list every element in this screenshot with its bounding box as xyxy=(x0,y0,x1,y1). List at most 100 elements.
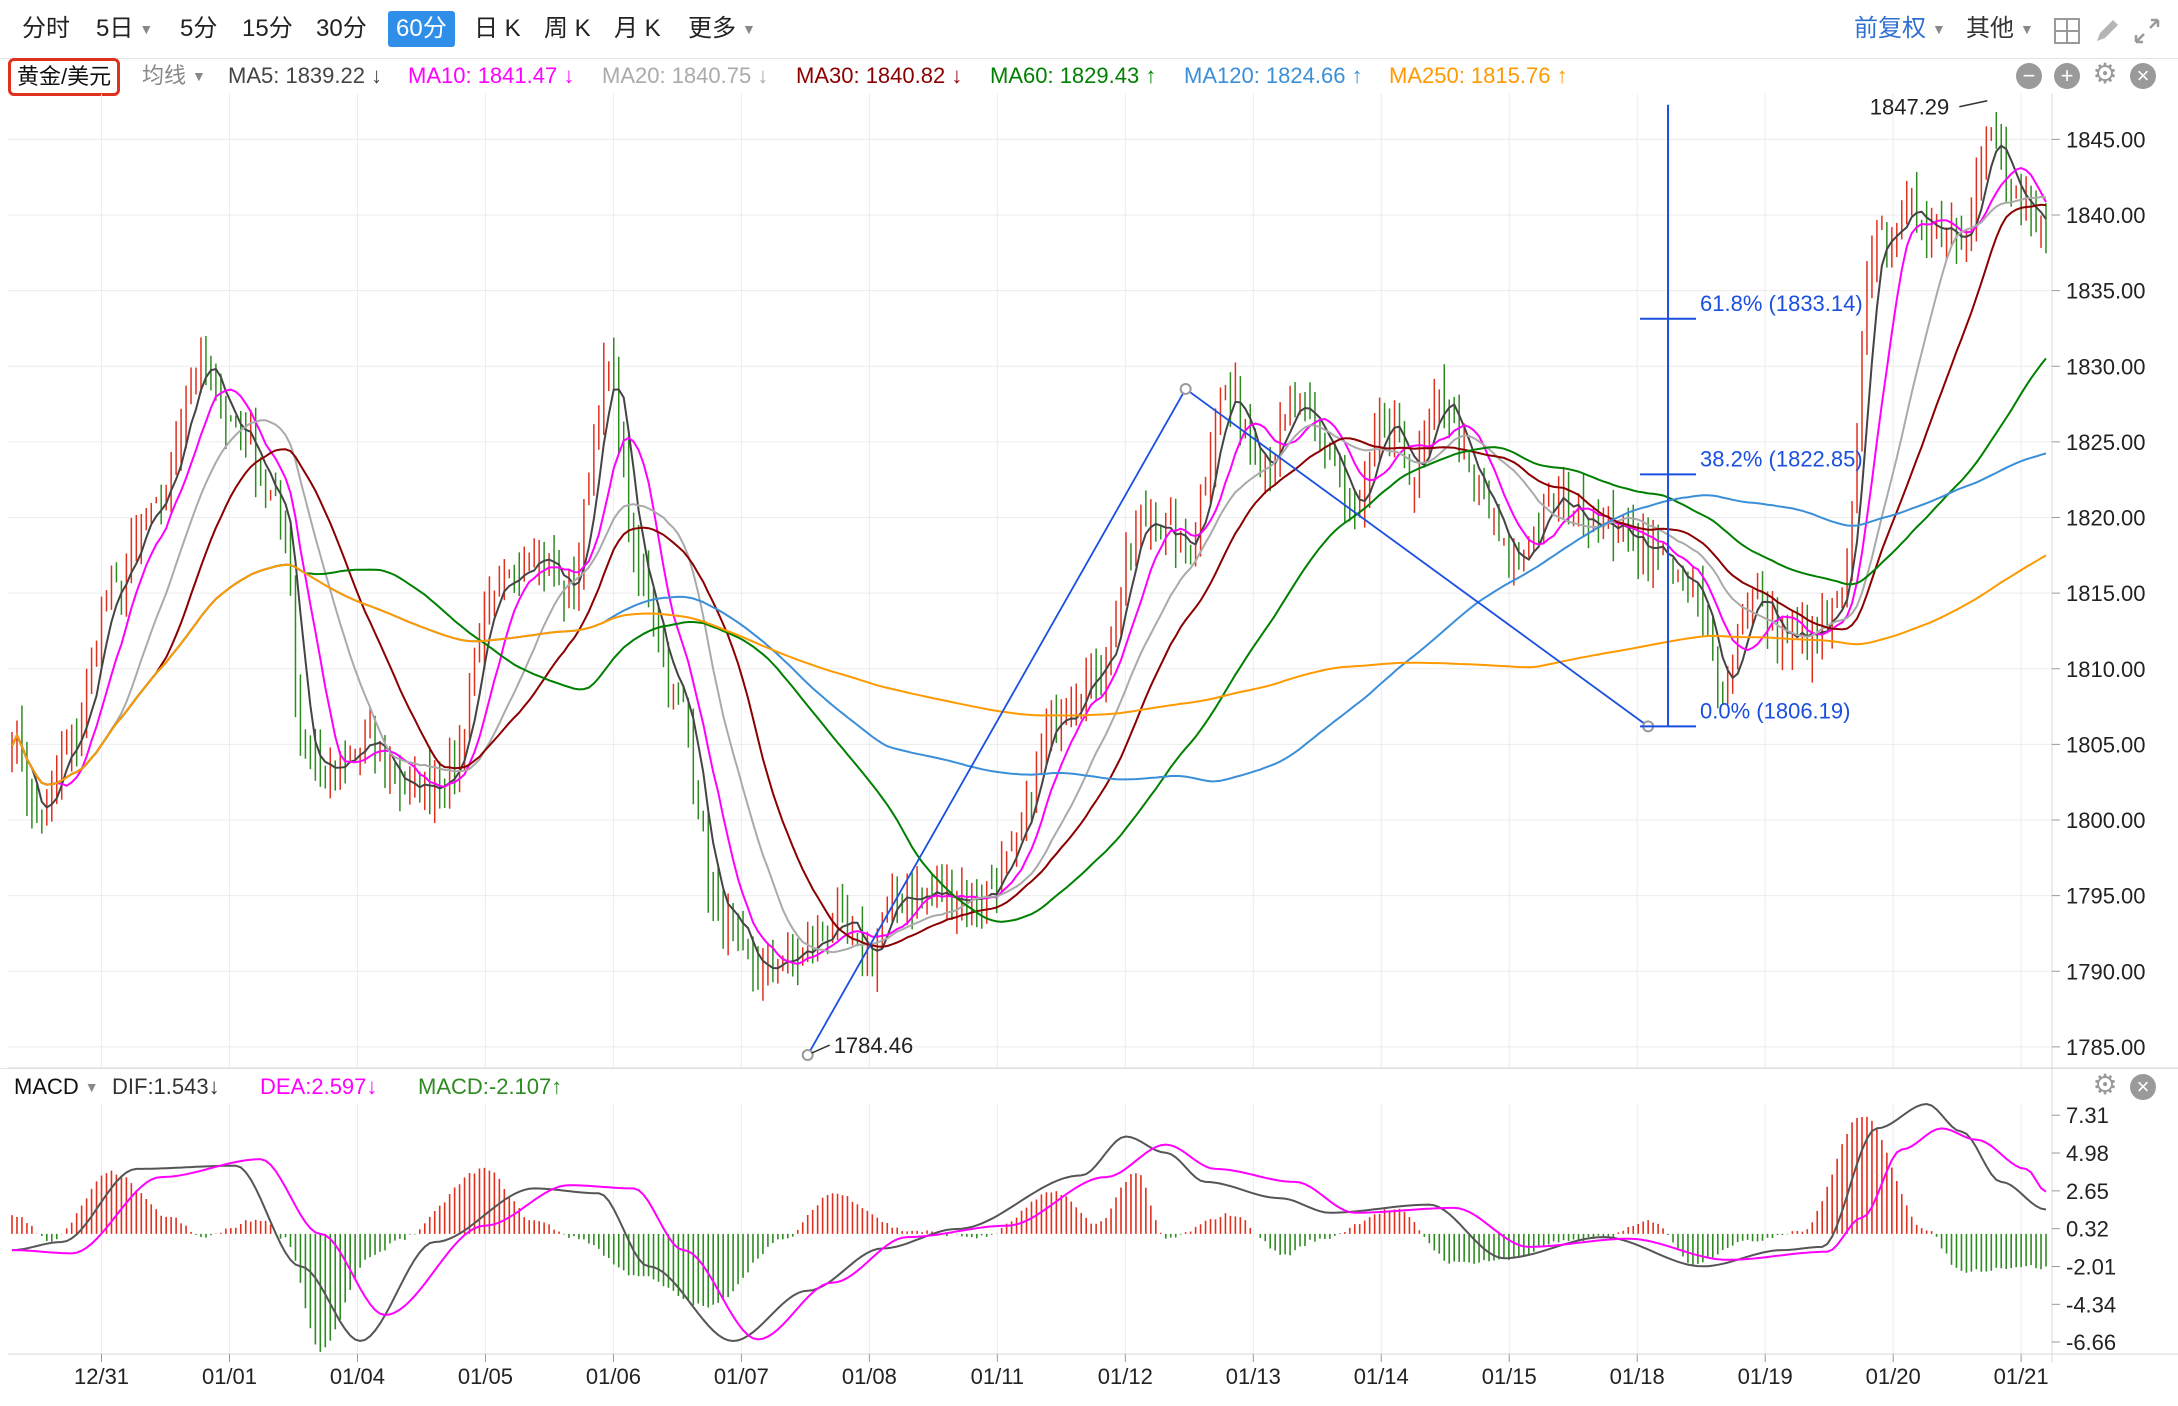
macd-name: MACD xyxy=(14,1074,79,1099)
gear-icon[interactable]: ⚙ xyxy=(2092,58,2118,89)
minus-icon[interactable]: − xyxy=(2016,63,2042,89)
chevron-down-icon: ▼ xyxy=(1932,21,1946,37)
macd-tick-label: -4.34 xyxy=(2066,1292,2116,1317)
symbol-badge[interactable]: 黄金/美元 xyxy=(8,58,121,96)
other-dropdown[interactable]: 其他 ▼ xyxy=(1966,11,2034,47)
tab-label: 分时 xyxy=(22,15,70,42)
tab-label: 30分 xyxy=(316,15,367,42)
date-label: 01/18 xyxy=(1610,1364,1665,1389)
tab-8[interactable]: 月 K xyxy=(606,11,669,47)
ma-value-5: MA120: 1824.66 ↑ xyxy=(1184,63,1363,88)
tab-1[interactable]: 5日 ▼ xyxy=(88,11,161,47)
macd-panel: 7.31 4.98 2.65 0.32 -2.01 -4.34 -6.66 xyxy=(11,1102,2116,1355)
tab-label: 月 K xyxy=(614,15,661,42)
ma-mode-dropdown[interactable]: 均线 ▼ xyxy=(142,58,206,94)
date-label: 01/19 xyxy=(1738,1364,1793,1389)
close-icon[interactable]: × xyxy=(2130,63,2156,89)
dea-line xyxy=(11,1127,2047,1341)
other-label: 其他 xyxy=(1966,15,2014,42)
close-icon[interactable]: × xyxy=(2130,1074,2156,1100)
price-tick-label: 1835.00 xyxy=(2066,279,2146,304)
gear-icon[interactable]: ⚙ xyxy=(2092,1069,2118,1100)
low-arrow xyxy=(811,1044,831,1054)
price-axis: 1845.00 1840.00 1835.00 1830.00 1825.00 1820.… xyxy=(2052,127,2146,1060)
price-tick-label: 1795.00 xyxy=(2066,884,2146,909)
tab-2[interactable]: 5分 xyxy=(172,11,225,47)
tab-0[interactable]: 分时 xyxy=(14,11,78,47)
grid-icon[interactable] xyxy=(2052,16,2082,46)
ma-value-4: MA60: 1829.43 ↑ xyxy=(990,63,1157,88)
date-label: 01/07 xyxy=(714,1364,769,1389)
anchor-point xyxy=(1179,382,1192,395)
ma-mode-label: 均线 xyxy=(142,63,187,88)
fib-label: 38.2% (1822.85) xyxy=(1700,446,1863,471)
ma-lines xyxy=(11,144,2047,970)
trend-line-down xyxy=(1185,388,1649,728)
tab-9[interactable]: 更多 ▼ xyxy=(680,11,764,47)
pencil-icon[interactable] xyxy=(2092,16,2122,46)
price-tick-label: 1810.00 xyxy=(2066,657,2146,682)
tab-label: 15分 xyxy=(242,15,293,42)
trend-lines: 61.8% (1833.14) 38.2% (1822.85) 0.0% (1806… xyxy=(801,104,1863,1062)
date-axis: 12/31 01/01 01/04 01/05 01/06 01/07 01/08 01/11… xyxy=(74,1354,2049,1389)
date-label: 01/01 xyxy=(202,1364,257,1389)
candles xyxy=(11,111,2047,1001)
tab-label: 5日 xyxy=(96,15,134,42)
ma5-line xyxy=(11,144,2047,970)
price-tick-label: 1805.00 xyxy=(2066,732,2146,757)
high-label: 1847.29 xyxy=(1870,95,1950,120)
macd-tick-label: 2.65 xyxy=(2066,1179,2109,1204)
macd-value: MACD:-2.107↑ xyxy=(418,1074,563,1099)
chevron-down-icon: ▼ xyxy=(2020,21,2034,37)
price-tick-label: 1790.00 xyxy=(2066,959,2146,984)
tab-7[interactable]: 周 K xyxy=(536,11,599,47)
date-label: 01/13 xyxy=(1226,1364,1281,1389)
price-tick-label: 1830.00 xyxy=(2066,354,2146,379)
trend-line-up xyxy=(806,388,1187,1056)
adjust-label: 前复权 xyxy=(1854,15,1926,42)
date-label: 01/14 xyxy=(1354,1364,1409,1389)
tab-label: 周 K xyxy=(544,15,591,42)
price-tick-label: 1845.00 xyxy=(2066,127,2146,152)
tab-6[interactable]: 日 K xyxy=(466,11,529,47)
chevron-down-icon: ▼ xyxy=(84,1079,99,1095)
tab-label: 60分 xyxy=(396,15,447,42)
price-tick-label: 1820.00 xyxy=(2066,506,2146,531)
expand-icon[interactable] xyxy=(2132,16,2162,46)
ma-value-3: MA30: 1840.82 ↓ xyxy=(796,63,963,88)
date-label: 01/08 xyxy=(842,1364,897,1389)
ma120-line xyxy=(11,452,2047,786)
price-tick-label: 1815.00 xyxy=(2066,581,2146,606)
anchor-point xyxy=(801,1049,814,1062)
tab-label: 日 K xyxy=(474,15,521,42)
price-tick-label: 1840.00 xyxy=(2066,203,2146,228)
tab-label: 5分 xyxy=(180,15,218,42)
price-tick-label: 1800.00 xyxy=(2066,808,2146,833)
date-label: 01/15 xyxy=(1482,1364,1537,1389)
adjust-dropdown[interactable]: 前复权 ▼ xyxy=(1854,11,1946,47)
high-arrow xyxy=(1959,100,1988,108)
chevron-down-icon: ▼ xyxy=(742,21,756,37)
ma-value-1: MA10: 1841.47 ↓ xyxy=(408,63,575,88)
tab-4[interactable]: 30分 xyxy=(308,11,375,47)
tab-5[interactable]: 60分 xyxy=(388,11,455,47)
macd-tick-label: 0.32 xyxy=(2066,1217,2109,1242)
macd-tick-label: -6.66 xyxy=(2066,1330,2116,1355)
dea-value: DEA:2.597↓ xyxy=(260,1074,378,1099)
ma250-line xyxy=(11,554,2047,786)
fib-label: 61.8% (1833.14) xyxy=(1700,291,1863,316)
date-label: 01/06 xyxy=(586,1364,641,1389)
plus-icon[interactable]: + xyxy=(2054,63,2080,89)
tab-3[interactable]: 15分 xyxy=(234,11,301,47)
dif-value: DIF:1.543↓ xyxy=(112,1074,220,1099)
fib-label: 0.0% (1806.19) xyxy=(1700,698,1850,723)
price-tick-label: 1785.00 xyxy=(2066,1035,2146,1060)
macd-indicator-dropdown[interactable]: MACD ▼ xyxy=(14,1069,99,1105)
price-tick-label: 1825.00 xyxy=(2066,430,2146,455)
chevron-down-icon: ▼ xyxy=(192,68,206,84)
annotations: 1847.29 1784.46 xyxy=(811,95,1988,1058)
date-label: 01/11 xyxy=(971,1364,1024,1389)
dif-line xyxy=(11,1102,2047,1343)
date-label: 01/12 xyxy=(1098,1364,1153,1389)
